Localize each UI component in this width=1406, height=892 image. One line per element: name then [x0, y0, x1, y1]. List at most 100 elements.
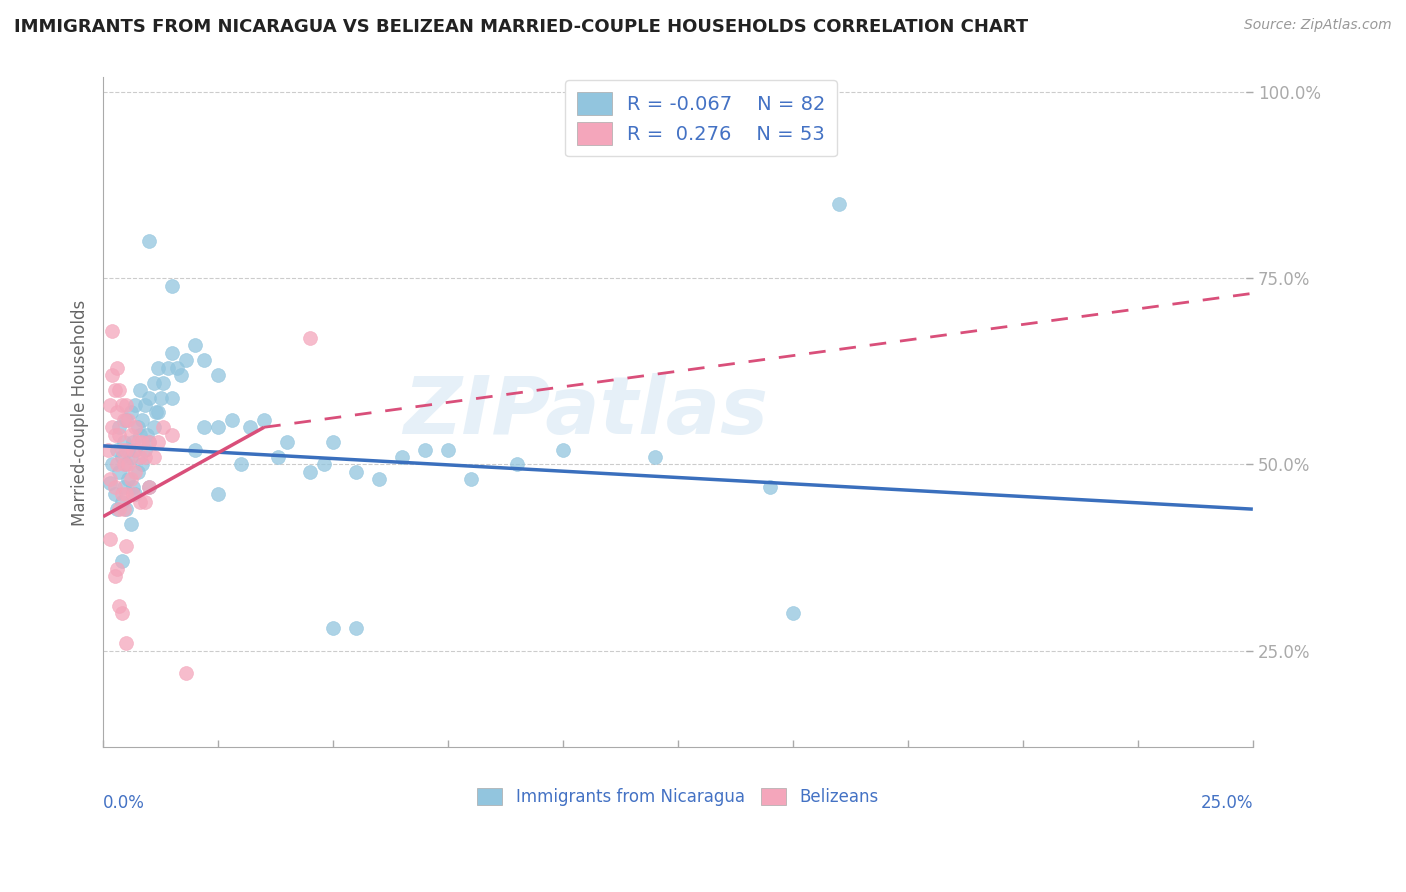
Point: [104, 427, 127, 442]
Point: [124, 465, 146, 479]
Point: [127, 435, 149, 450]
Point: [174, 665, 197, 680]
Point: [759, 480, 782, 494]
Point: [117, 472, 139, 486]
Point: [138, 391, 160, 405]
Point: [105, 442, 128, 457]
Point: [148, 360, 170, 375]
Point: [170, 368, 193, 383]
Point: [344, 621, 367, 635]
Point: [98, 398, 121, 412]
Point: [174, 353, 197, 368]
Point: [129, 427, 152, 442]
Point: [101, 420, 124, 434]
Point: [135, 427, 157, 442]
Point: [115, 487, 138, 501]
Point: [148, 405, 170, 419]
Point: [413, 442, 436, 457]
Point: [108, 383, 131, 397]
Point: [104, 383, 127, 397]
Point: [120, 405, 142, 419]
Point: [160, 278, 183, 293]
Text: 0.0%: 0.0%: [103, 794, 145, 813]
Point: [115, 413, 138, 427]
Point: [127, 420, 149, 434]
Point: [115, 636, 138, 650]
Point: [115, 458, 138, 472]
Point: [299, 331, 322, 345]
Point: [644, 450, 666, 464]
Point: [112, 502, 135, 516]
Point: [253, 413, 276, 427]
Point: [828, 197, 851, 211]
Point: [142, 450, 165, 464]
Point: [322, 435, 344, 450]
Point: [110, 442, 132, 457]
Point: [166, 360, 188, 375]
Point: [110, 494, 132, 508]
Point: [145, 405, 167, 419]
Point: [134, 398, 156, 412]
Point: [108, 599, 131, 613]
Point: [122, 442, 145, 457]
Point: [138, 480, 160, 494]
Point: [124, 398, 146, 412]
Point: [156, 360, 179, 375]
Point: [112, 480, 135, 494]
Point: [110, 450, 132, 464]
Point: [115, 502, 138, 516]
Point: [131, 413, 153, 427]
Point: [98, 532, 121, 546]
Point: [152, 376, 174, 390]
Point: [115, 398, 138, 412]
Point: [124, 442, 146, 457]
Point: [124, 420, 146, 434]
Point: [782, 607, 804, 621]
Point: [112, 458, 135, 472]
Point: [110, 398, 132, 412]
Point: [117, 458, 139, 472]
Point: [117, 413, 139, 427]
Y-axis label: Married-couple Households: Married-couple Households: [72, 299, 89, 525]
Point: [134, 442, 156, 457]
Point: [299, 465, 322, 479]
Point: [193, 420, 215, 434]
Point: [112, 435, 135, 450]
Point: [131, 435, 153, 450]
Point: [142, 376, 165, 390]
Point: [207, 368, 229, 383]
Point: [127, 465, 149, 479]
Point: [129, 383, 152, 397]
Point: [437, 442, 460, 457]
Point: [115, 540, 138, 554]
Point: [115, 442, 138, 457]
Point: [134, 450, 156, 464]
Point: [193, 353, 215, 368]
Point: [551, 442, 574, 457]
Point: [160, 427, 183, 442]
Point: [105, 502, 128, 516]
Point: [120, 427, 142, 442]
Point: [98, 472, 121, 486]
Point: [97, 442, 120, 457]
Point: [122, 487, 145, 501]
Point: [122, 480, 145, 494]
Text: IMMIGRANTS FROM NICARAGUA VS BELIZEAN MARRIED-COUPLE HOUSEHOLDS CORRELATION CHAR: IMMIGRANTS FROM NICARAGUA VS BELIZEAN MA…: [14, 18, 1028, 36]
Point: [105, 405, 128, 419]
Point: [138, 435, 160, 450]
Point: [138, 480, 160, 494]
Point: [322, 621, 344, 635]
Point: [460, 472, 482, 486]
Point: [184, 442, 207, 457]
Point: [134, 494, 156, 508]
Point: [117, 442, 139, 457]
Point: [276, 435, 298, 450]
Point: [207, 487, 229, 501]
Point: [101, 458, 124, 472]
Point: [120, 516, 142, 531]
Point: [184, 338, 207, 352]
Point: [506, 458, 529, 472]
Point: [122, 435, 145, 450]
Point: [344, 465, 367, 479]
Point: [368, 472, 391, 486]
